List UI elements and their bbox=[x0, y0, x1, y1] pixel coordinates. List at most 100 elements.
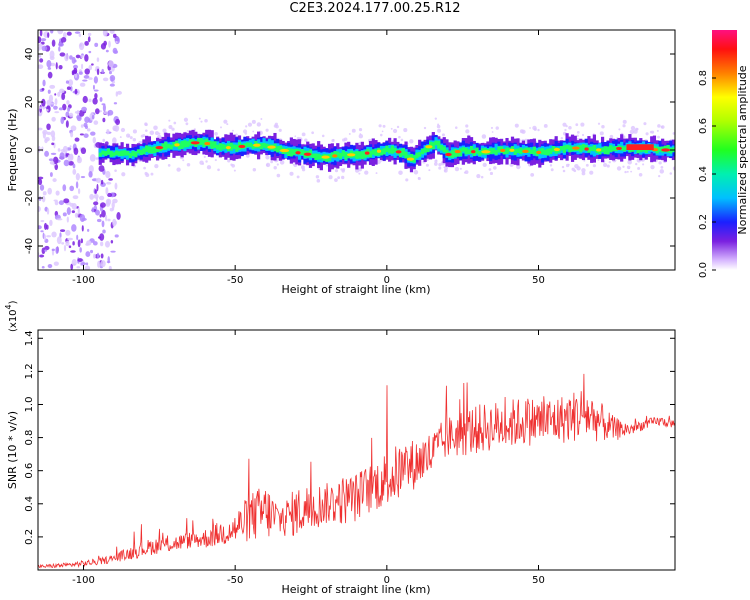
halo-speck bbox=[441, 133, 445, 137]
band-segment bbox=[431, 142, 435, 150]
halo-speck bbox=[550, 168, 554, 172]
noise-speck bbox=[114, 182, 118, 190]
noise-speck bbox=[77, 188, 81, 195]
band-segment bbox=[172, 141, 176, 147]
halo-speck bbox=[171, 127, 175, 131]
snr-axes: -100 -50 0 50 0.2 0.4 0.6 0.8 1.0 1.2 1.4 bbox=[24, 330, 675, 586]
halo-speck bbox=[244, 132, 248, 135]
band-segment bbox=[565, 144, 569, 150]
band-segment bbox=[120, 150, 124, 157]
band-segment bbox=[456, 149, 460, 157]
noise-speck bbox=[77, 239, 81, 248]
band-segment bbox=[390, 145, 394, 154]
hot-spot bbox=[553, 147, 560, 152]
noise-speck bbox=[101, 220, 105, 228]
band-segment bbox=[164, 141, 168, 150]
noise-speck bbox=[47, 89, 51, 94]
hot-spot bbox=[238, 144, 246, 149]
noise-speck bbox=[41, 195, 46, 203]
halo-speck bbox=[220, 126, 222, 129]
noise-speck bbox=[98, 165, 105, 172]
noise-speck bbox=[74, 73, 78, 79]
halo-speck bbox=[638, 172, 643, 177]
noise-speck bbox=[109, 207, 114, 212]
halo-speck bbox=[443, 166, 446, 169]
noise-speck bbox=[114, 220, 117, 225]
halo-speck bbox=[265, 128, 269, 132]
band-segment bbox=[106, 148, 111, 155]
hot-spot bbox=[584, 147, 589, 151]
halo-speck bbox=[217, 168, 220, 172]
noise-speck bbox=[67, 237, 74, 241]
band-segment bbox=[494, 149, 498, 155]
band-segment bbox=[445, 149, 449, 156]
hot-spot bbox=[425, 145, 433, 149]
halo-speck bbox=[398, 135, 401, 139]
band-segment bbox=[461, 147, 465, 152]
halo-speck bbox=[294, 135, 297, 138]
noise-speck bbox=[114, 36, 120, 45]
spectrogram-axes: -100 -50 0 50 -40 -20 0 20 40 bbox=[24, 30, 675, 286]
noise-speck bbox=[105, 201, 111, 207]
band-segment bbox=[251, 144, 255, 149]
halo-speck bbox=[328, 175, 333, 180]
halo-speck bbox=[270, 160, 273, 164]
noise-speck bbox=[52, 178, 57, 183]
noise-speck bbox=[48, 158, 54, 162]
halo-speck bbox=[568, 125, 572, 130]
halo-speck bbox=[493, 166, 497, 170]
noise-speck bbox=[105, 49, 109, 53]
halo-speck bbox=[364, 170, 369, 175]
noise-speck bbox=[88, 165, 94, 173]
noise-speck bbox=[108, 40, 111, 48]
halo-speck bbox=[186, 162, 191, 167]
noise-speck bbox=[92, 97, 98, 105]
halo-speck bbox=[564, 128, 567, 132]
band-segment bbox=[467, 149, 471, 155]
noise-speck bbox=[108, 178, 113, 181]
noise-speck bbox=[99, 202, 106, 208]
halo-speck bbox=[403, 128, 408, 133]
band-segment bbox=[327, 154, 332, 162]
band-segment bbox=[131, 150, 135, 157]
snr-multiplier-exponent: 4 bbox=[4, 304, 13, 309]
halo-speck bbox=[537, 128, 540, 132]
noise-speck bbox=[73, 147, 79, 155]
halo-speck bbox=[529, 127, 531, 129]
band-segment bbox=[519, 147, 523, 155]
x-tick-label: 50 bbox=[532, 575, 545, 586]
y-tick-label: -40 bbox=[24, 238, 35, 254]
halo-speck bbox=[459, 167, 462, 170]
halo-speck bbox=[301, 168, 306, 172]
noise-speck bbox=[80, 147, 87, 155]
halo-speck bbox=[628, 167, 630, 170]
halo-speck bbox=[144, 171, 148, 176]
halo-speck bbox=[176, 167, 181, 172]
halo-speck bbox=[454, 166, 460, 172]
noise-speck bbox=[87, 228, 90, 232]
halo-speck bbox=[672, 166, 675, 171]
noise-speck bbox=[75, 172, 80, 181]
halo-speck bbox=[214, 159, 217, 162]
band-segment bbox=[393, 147, 397, 153]
y-tick-label: 0.4 bbox=[24, 496, 35, 512]
halo-speck bbox=[381, 130, 384, 133]
halo-speck bbox=[672, 132, 675, 135]
halo-speck bbox=[434, 117, 437, 120]
chart-title: C2E3.2024.177.00.25.R12 bbox=[289, 1, 461, 16]
halo-speck bbox=[398, 170, 403, 175]
noise-speck bbox=[49, 102, 55, 105]
halo-speck bbox=[198, 117, 201, 120]
band-segment bbox=[609, 145, 613, 152]
hot-spot bbox=[321, 155, 330, 159]
halo-speck bbox=[273, 124, 278, 128]
noise-speck bbox=[108, 60, 114, 68]
band-segment bbox=[543, 149, 547, 155]
noise-speck bbox=[100, 253, 104, 259]
noise-speck bbox=[39, 184, 45, 191]
band-segment bbox=[177, 142, 182, 150]
band-segment bbox=[317, 153, 321, 160]
band-segment bbox=[423, 147, 427, 153]
noise-speck bbox=[97, 236, 101, 239]
noise-speck bbox=[41, 98, 46, 107]
